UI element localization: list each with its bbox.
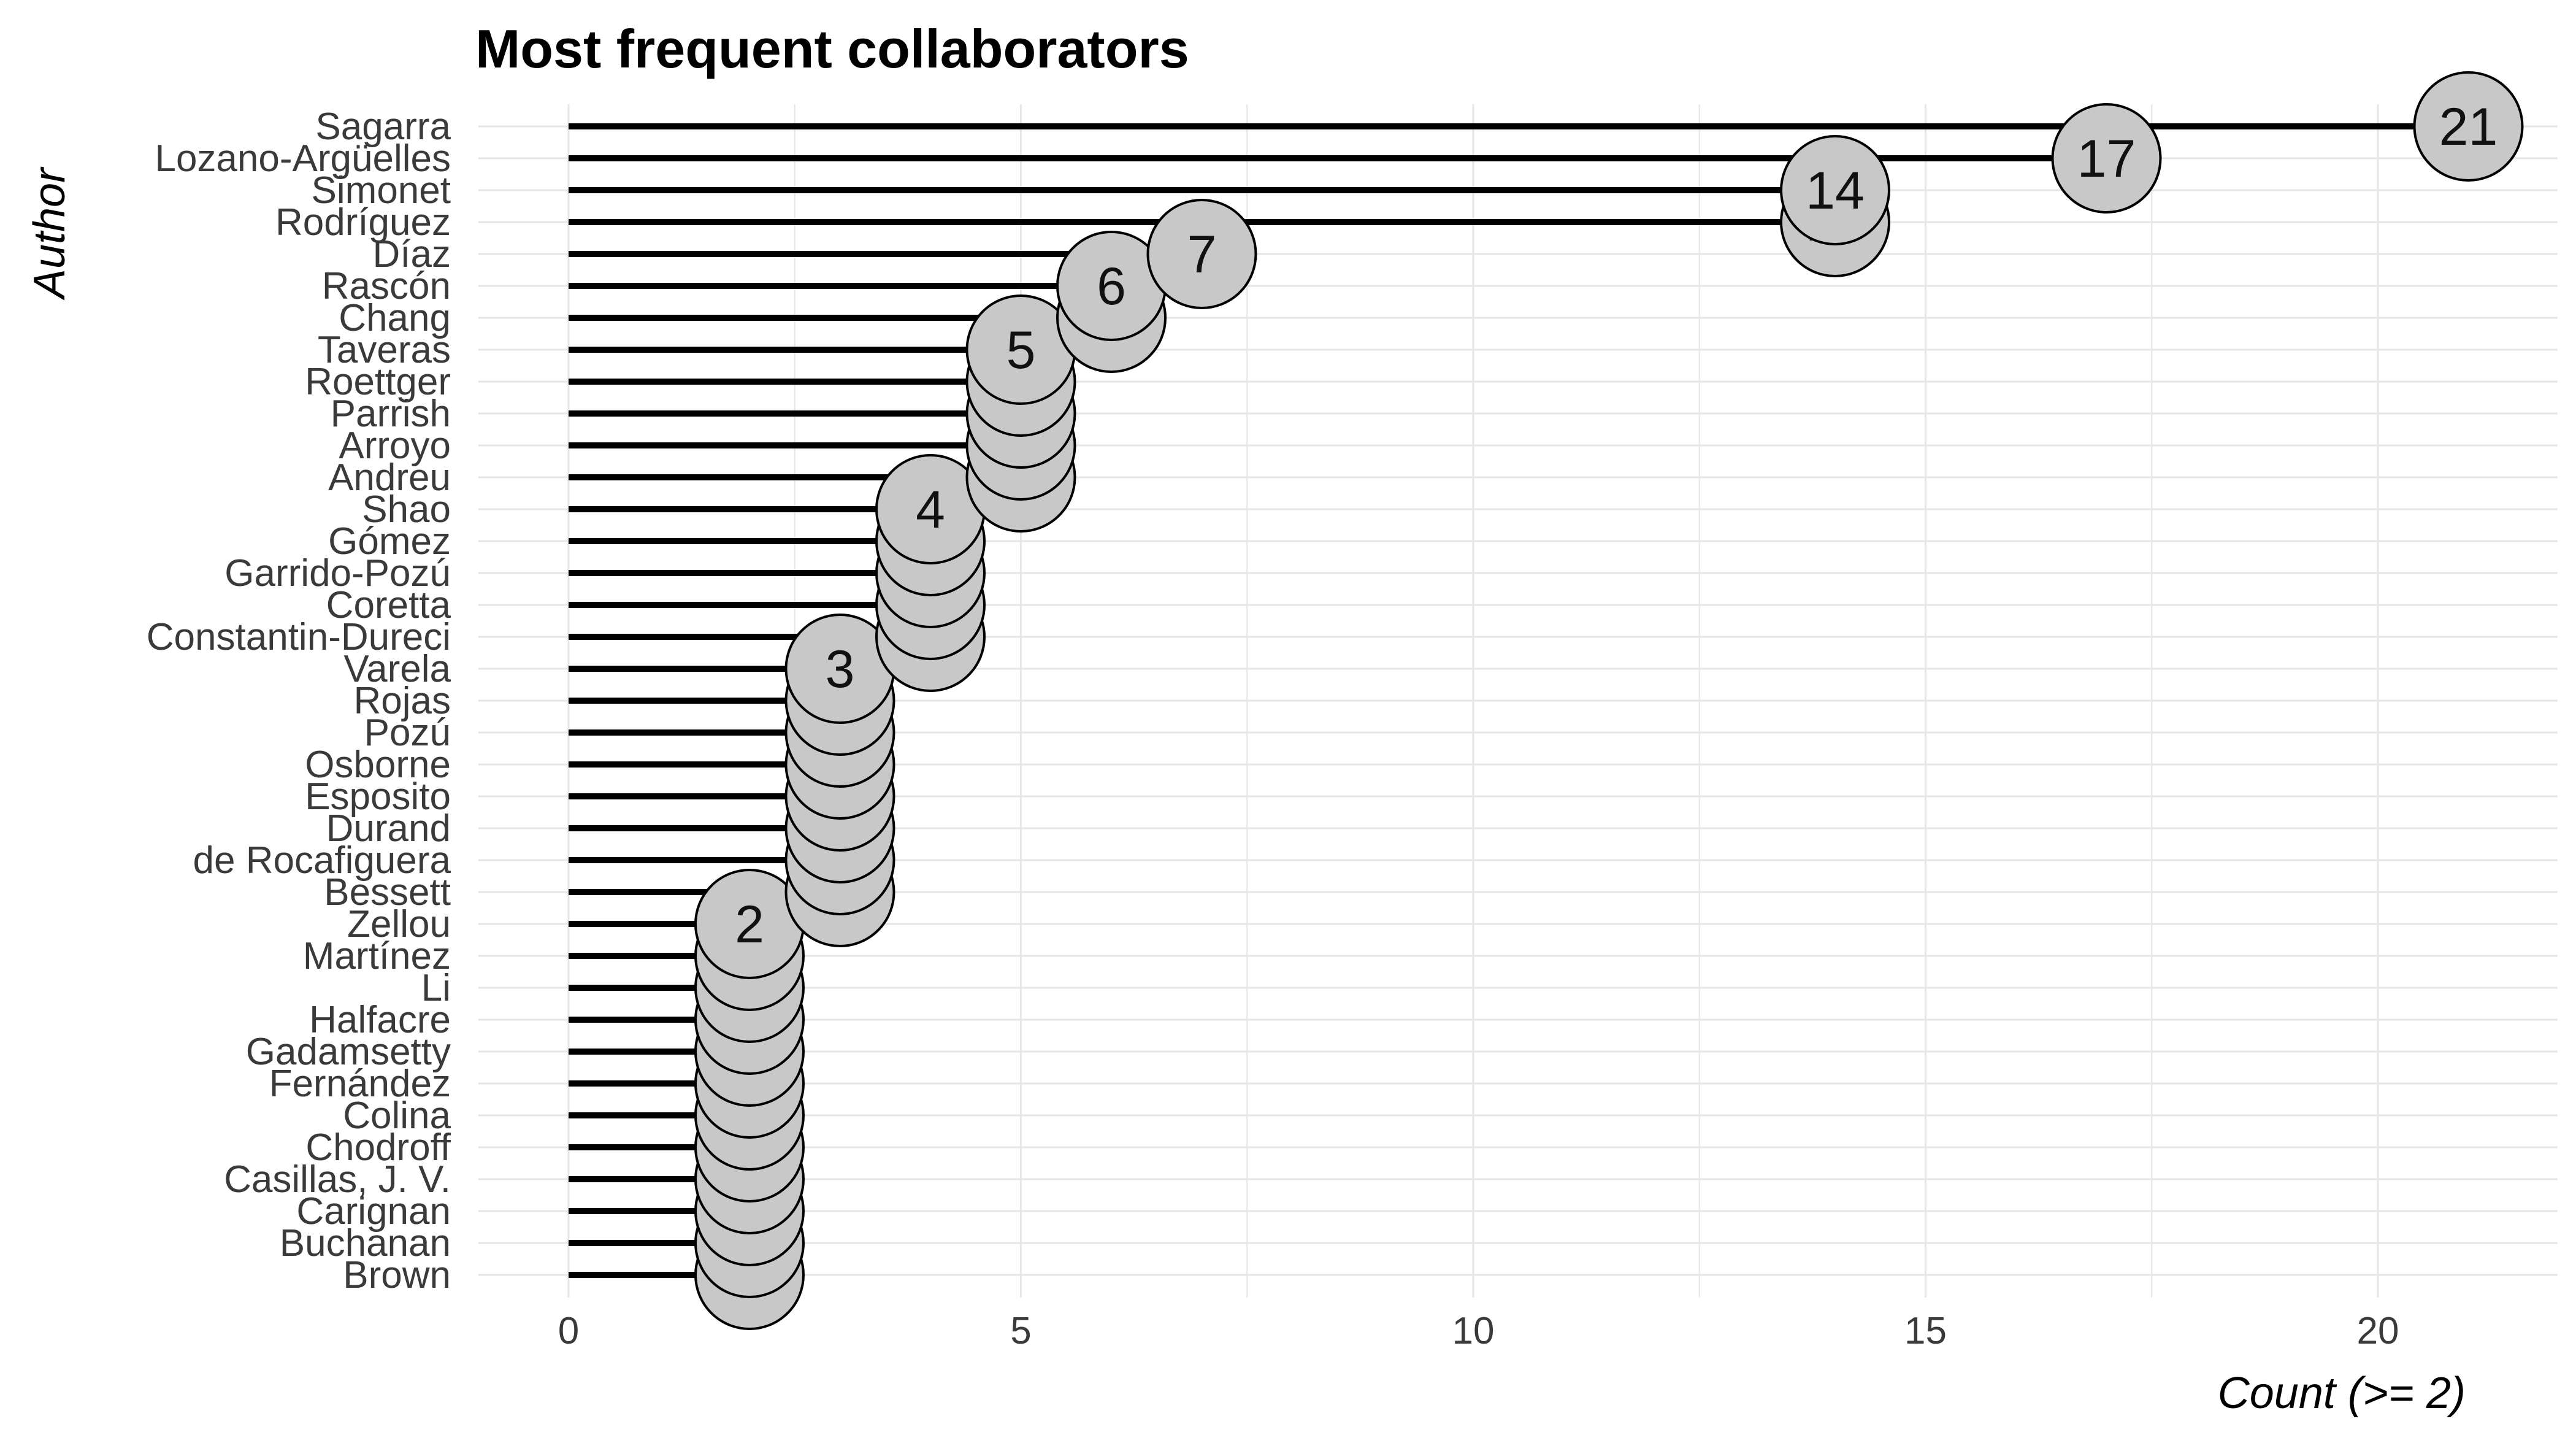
x-tick-label: 5 [1010,1310,1031,1352]
category-label: Parrish [331,393,451,435]
category-label: Buchanan [280,1222,451,1264]
lollipop-point [2051,103,2162,214]
category-label: Osborne [305,744,451,786]
x-tick-label: 0 [558,1310,579,1352]
lollipop-point [1780,135,1890,245]
category-label: de Rocafiguera [193,839,451,882]
x-tick-labels: 0 5 10 15 20 [558,1310,2399,1352]
category-label: Roettger [305,361,451,403]
category-label: Esposito [305,775,451,818]
category-label: Bessett [324,871,451,914]
category-label: Martínez [303,935,451,977]
category-label: Carignan [296,1190,451,1233]
y-axis-title: Author [25,166,74,301]
value-label: 6 [1097,257,1126,316]
category-label: Díaz [373,233,451,275]
category-label: Shao [362,488,451,531]
value-label: 14 [1806,161,1865,220]
category-label: Taveras [318,329,451,371]
x-tick-label: 10 [1452,1310,1495,1352]
category-label: Halfacre [309,999,451,1041]
lollipop-point [1146,199,1257,309]
category-label: Li [421,967,451,1009]
value-label: 21 [2439,98,2498,156]
category-labels: SagarraLozano-ArgüellesSimonetRodríguezD… [147,106,451,1296]
category-label: Varela [343,648,451,690]
category-label: Garrido-Pozú [224,552,451,595]
category-label: Sagarra [315,106,451,148]
category-label: Simonet [312,169,451,212]
category-label: Gadamsetty [246,1031,451,1073]
category-label: Coretta [326,584,451,626]
value-label: 17 [2077,129,2136,188]
x-axis-title: Count (>= 2) [2218,1369,2466,1418]
category-label: Constantin-Dureci [147,616,451,658]
value-label: 7 [1187,225,1217,284]
category-label: Gómez [328,520,451,563]
lollipop-point [2413,71,2524,182]
value-label: 4 [916,480,945,539]
category-label: Rojas [353,680,451,722]
category-label: Colina [343,1095,451,1137]
category-label: Chodroff [305,1126,451,1169]
category-label: Lozano-Argüelles [155,137,451,180]
value-label: 3 [826,640,855,699]
category-label: Casillas, J. V. [224,1158,451,1201]
category-label: Durand [326,807,451,850]
x-tick-label: 15 [1904,1310,1947,1352]
category-label: Arroyo [339,425,451,467]
chart-title: Most frequent collaborators [475,18,1189,79]
category-label: Fernández [269,1063,451,1105]
category-label: Zellou [347,903,451,945]
category-label: Andreu [328,456,451,499]
category-label: Chang [339,297,451,339]
lollipop-points: 2222222222223333333344444555556671414172… [694,71,2524,1330]
category-label: Rodríguez [275,201,451,244]
value-label: 2 [735,895,764,954]
value-label: 5 [1006,321,1036,380]
category-label: Pozú [364,712,451,754]
category-label: Brown [343,1254,451,1296]
x-tick-label: 20 [2357,1310,2399,1352]
category-label: Rascón [322,265,451,307]
